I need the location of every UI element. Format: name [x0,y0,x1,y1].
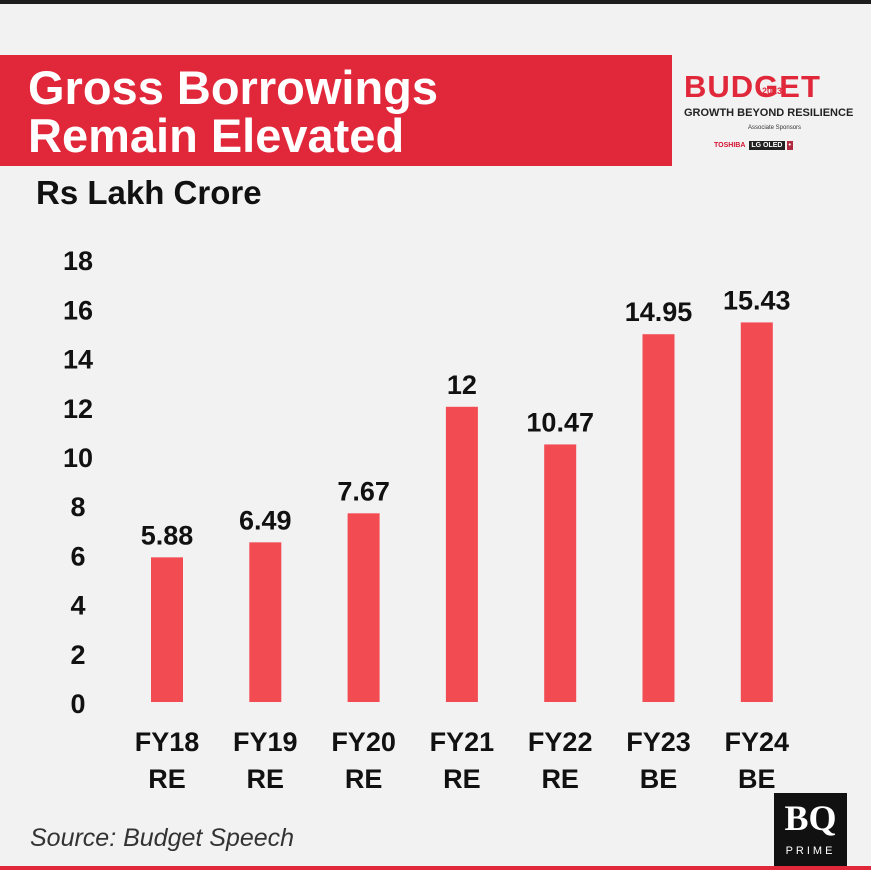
y-tick-label: 16 [63,295,93,325]
x-tick-label: FY20 [331,727,396,757]
bar [151,557,183,702]
bar [347,513,380,702]
x-tick-label: FY21 [430,727,495,757]
bar-value-label: 14.95 [625,297,693,327]
bar-value-label: 15.43 [723,285,791,315]
bq-logo-subtext: PRIME [785,845,836,857]
y-tick-label: 4 [70,591,85,621]
x-tick-label: FY24 [725,727,790,757]
x-tick-label: RE [443,764,481,794]
bar-chart: 0 2 4 6 8 10 12 14 16 18 5.88 6.49 7.67 12 10.47 14.95… [63,246,791,794]
x-tick-label: RE [247,764,285,794]
y-tick-label: 6 [70,541,85,571]
bar-value-label: 12 [447,370,477,400]
bar [642,334,675,702]
bar [445,406,478,702]
bar [544,444,577,702]
unit-label: Rs Lakh Crore [36,174,262,211]
bar-value-label: 6.49 [239,505,292,535]
x-tick-label: FY18 [135,727,200,757]
y-axis: 0 2 4 6 8 10 12 14 16 18 [63,246,93,719]
budget-logo-tagline: GROWTH BEYOND RESILIENCE [684,107,854,119]
sponsor-lg-oled: LG OLED [749,141,785,150]
y-tick-label: 10 [63,443,93,473]
x-tick-label: RE [148,764,186,794]
bar-value-label: 7.67 [337,476,390,506]
budget-logo-year: 2023 [762,86,783,96]
y-tick-label: 0 [70,689,85,719]
sponsor-toshiba: TOSHIBA [714,142,746,149]
x-tick-label: FY23 [626,727,691,757]
x-tick-label: RE [345,764,383,794]
y-tick-label: 18 [63,246,93,276]
y-tick-label: 2 [70,640,85,670]
top-rule [0,0,871,4]
bar-value-label: 5.88 [141,520,194,550]
sponsor-logos: TOSHIBA LG OLED • [712,134,795,150]
x-tick-label: FY22 [528,727,593,757]
budget-logo-word: BUDGET [684,69,821,104]
x-tick-label: FY19 [233,727,298,757]
bar-value-label: 10.47 [526,407,594,437]
y-tick-label: 8 [70,492,85,522]
title-banner: Gross Borrowings Remain Elevated [0,55,672,166]
bars: 5.88 6.49 7.67 12 10.47 14.95 15.43 [141,285,791,702]
chart-title-line-1: Gross Borrowings [28,61,439,114]
sponsor-third: • [786,141,793,150]
bar [249,542,282,702]
bq-prime-logo: BQ PRIME [774,793,847,866]
bq-logo-text: BQ [784,798,837,838]
source-note: Source: Budget Speech [30,824,295,852]
y-tick-label: 12 [63,394,93,424]
x-tick-label: RE [541,764,579,794]
x-tick-label: BE [640,764,678,794]
bar [740,322,773,702]
x-tick-label: BE [738,764,776,794]
chart-title-line-2: Remain Elevated [28,109,405,162]
sponsor-label: Associate Sponsors [748,125,802,131]
budget-2023-logo: BUDGET 2023 GROWTH BEYOND RESILIENCE Ass… [676,70,860,150]
y-tick-label: 14 [63,345,93,375]
x-axis: FY18 RE FY19 RE FY20 RE FY21 RE FY22 RE FY23 BE FY24… [135,727,789,794]
bottom-rule [0,866,871,870]
